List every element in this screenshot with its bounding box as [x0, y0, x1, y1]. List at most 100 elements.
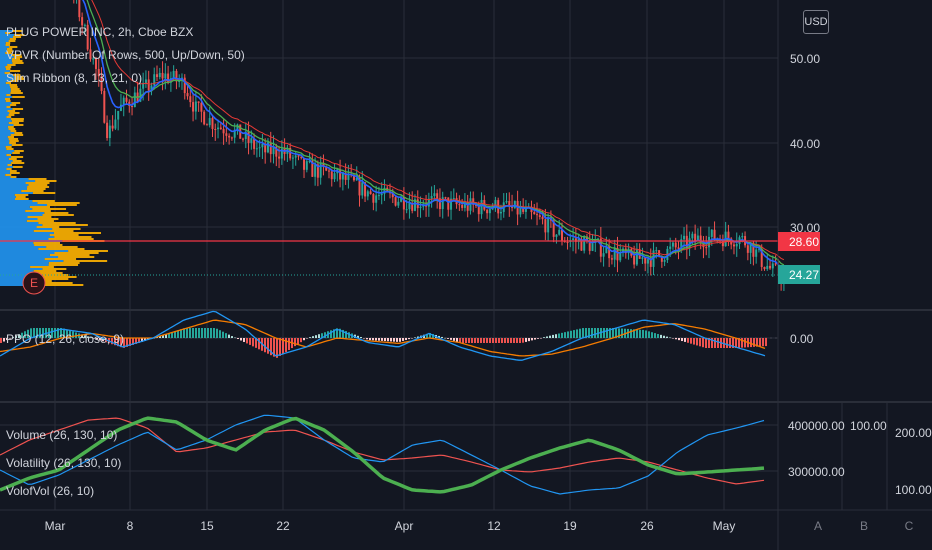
vp-row-up: [0, 172, 10, 174]
earnings-marker[interactable]: [22, 271, 46, 295]
ppo-hist-bar: [213, 328, 215, 338]
ppo-hist-bar: [468, 338, 470, 343]
vp-row-up: [0, 144, 12, 146]
vp-row-up: [0, 76, 15, 78]
vp-row-up: [0, 272, 35, 274]
ppo-hist-bar: [72, 331, 74, 338]
vp-row-down: [14, 194, 29, 196]
vp-row-up: [0, 80, 11, 82]
candle-body: [242, 138, 245, 140]
ppo-hist-bar: [27, 329, 29, 338]
ppo-hist-bar: [444, 337, 446, 339]
vp-row-down: [27, 216, 52, 218]
ppo-hist-bar: [138, 338, 140, 343]
vp-row-up: [0, 210, 26, 212]
candle-body: [255, 148, 258, 150]
ppo-hist-bar: [63, 328, 65, 338]
candle-body: [369, 191, 372, 195]
candle-body: [258, 147, 261, 149]
candle-body: [178, 80, 181, 82]
vpvr-legend[interactable]: VPVR (Number Of Rows, 500, Up/Down, 50): [6, 48, 245, 62]
ppo-hist-bar: [591, 328, 593, 338]
ppo-hist-bar: [243, 338, 245, 342]
vp-row-down: [10, 104, 17, 106]
vp-row-up: [0, 234, 50, 236]
vp-row-down: [32, 208, 67, 210]
ppo-hist-bar: [678, 338, 680, 341]
vp-row-up: [0, 264, 49, 266]
candle-body: [208, 118, 211, 126]
vp-row-down: [46, 246, 78, 248]
vp-row-up: [0, 212, 45, 214]
candle-body: [272, 146, 275, 155]
vp-row-up: [0, 100, 6, 102]
candle-body: [205, 124, 208, 126]
vp-row-up: [0, 266, 31, 268]
currency-button[interactable]: USD: [803, 10, 829, 34]
ppo-hist-bar: [438, 335, 440, 338]
vp-row-down: [11, 156, 24, 158]
candle-body: [469, 198, 472, 211]
ppo-hist-bar: [81, 334, 83, 338]
ppo-hist-bar: [534, 338, 536, 340]
ppo-hist-bar: [225, 333, 227, 338]
candle-body: [339, 169, 342, 180]
ppo-hist-bar: [366, 338, 368, 340]
candle-body: [103, 90, 106, 123]
vp-row-down: [9, 112, 20, 114]
vp-row-down: [12, 152, 20, 154]
scale-button-a[interactable]: A: [814, 519, 822, 533]
candle-body: [541, 216, 544, 220]
vp-row-up: [0, 92, 11, 94]
scale-button-b[interactable]: B: [860, 519, 868, 533]
candle-body: [635, 249, 638, 265]
candle-body: [228, 135, 231, 138]
candle-body: [538, 215, 541, 217]
candle-body: [683, 235, 686, 240]
volatility-legend[interactable]: Volatility (26, 130, 10): [6, 456, 121, 470]
candle-body: [771, 263, 774, 269]
vp-row-down: [9, 70, 21, 72]
candle-body: [92, 58, 95, 60]
ppo-hist-bar: [675, 338, 677, 340]
price-tag-last-label: 24.27: [789, 268, 819, 282]
vp-row-down: [7, 136, 15, 138]
scale-button-c[interactable]: C: [905, 519, 914, 533]
vp-row-down: [6, 168, 12, 170]
candle-body: [89, 49, 92, 60]
candle-body: [275, 146, 278, 157]
vp-row-down: [9, 172, 20, 174]
ppo-hist-bar: [570, 330, 572, 338]
ppo-hist-bar: [162, 335, 164, 338]
vp-row-up: [0, 156, 12, 158]
candle-body: [685, 235, 688, 249]
ppo-hist-bar: [492, 338, 494, 343]
vp-row-up: [0, 94, 7, 96]
candle-body: [269, 142, 272, 155]
volofvol-legend[interactable]: VolofVol (26, 10): [6, 484, 94, 498]
ppo-hist-bar: [765, 338, 767, 347]
vp-row-down: [38, 222, 76, 224]
candle-body: [475, 204, 478, 206]
ppo-hist-bar: [369, 338, 371, 341]
ppo-hist-bar: [411, 338, 413, 339]
ppo-hist-bar: [717, 338, 719, 348]
vp-row-down: [9, 38, 17, 40]
candle-body: [536, 214, 539, 216]
candle-body: [319, 162, 322, 178]
ppo-hist-bar: [240, 338, 242, 341]
vp-row-down: [44, 212, 69, 214]
vp-row-up: [0, 252, 55, 254]
ppo-hist-bar: [276, 338, 278, 358]
vp-row-up: [0, 186, 28, 188]
vp-row-down: [13, 56, 23, 58]
ppo-hist-bar: [318, 334, 320, 338]
ppo-hist-bar: [696, 338, 698, 346]
ribbon-legend[interactable]: Slim Ribbon (8, 13, 21, 0): [6, 71, 142, 85]
vp-row-down: [14, 150, 24, 152]
candle-body: [608, 246, 611, 259]
candle-body: [696, 235, 699, 242]
volume-legend[interactable]: Volume (26, 130, 10): [6, 428, 117, 442]
ppo-legend[interactable]: PPO (12, 26, close, 9): [6, 332, 124, 346]
